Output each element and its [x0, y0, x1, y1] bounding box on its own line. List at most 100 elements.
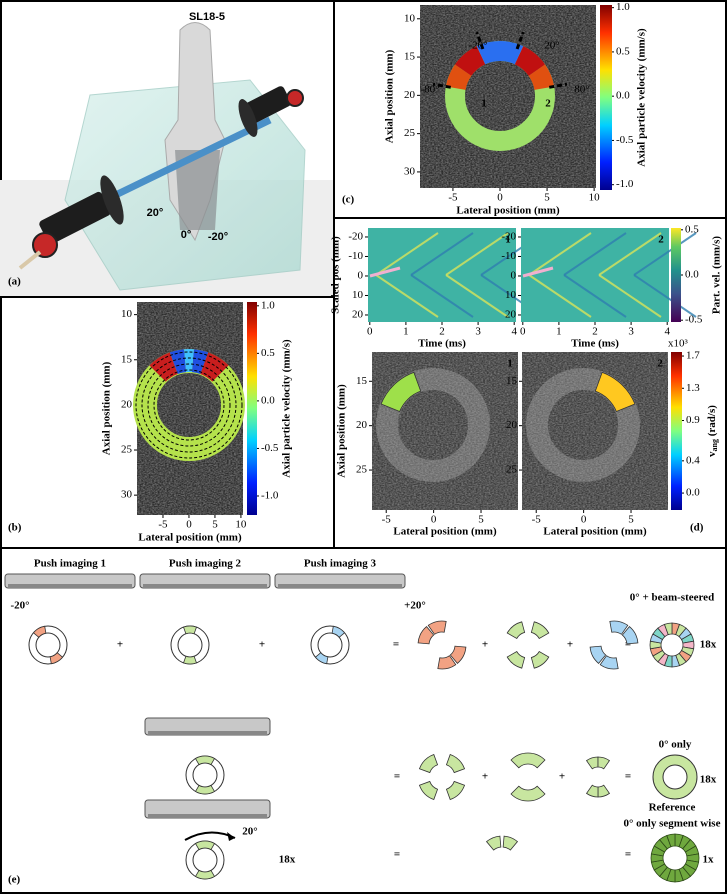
- ring-segment: [331, 625, 346, 638]
- segment-boundary: [515, 31, 525, 50]
- x-tick-label: -5: [382, 514, 392, 526]
- x-tick-label: 2: [439, 326, 445, 338]
- ring-segment: [621, 626, 639, 645]
- ring-segment: [609, 620, 629, 635]
- operator: =: [394, 849, 400, 861]
- wave-trace: [563, 274, 627, 318]
- wave-trace: [410, 232, 474, 276]
- dashed-contour: [141, 357, 237, 453]
- ring-segment: [32, 625, 47, 638]
- operator: =: [625, 849, 631, 861]
- y-tick-label: 25: [121, 444, 133, 456]
- dashed-contour: [147, 363, 231, 447]
- wave-trace: [445, 274, 509, 318]
- ring-segment: [454, 46, 486, 76]
- colorbar-tick-label: 0.0: [616, 90, 630, 102]
- x-tick-label: 5: [544, 192, 550, 204]
- plot-tag: 2: [657, 358, 663, 370]
- y-axis-label: Axial position (mm): [101, 361, 113, 455]
- x-tick-label: 2: [592, 326, 598, 338]
- ring-segment: [445, 64, 472, 90]
- y-tick-label: 10: [505, 289, 517, 301]
- label-symbol: v: [706, 451, 718, 457]
- x-axis-label: Lateral position (mm): [138, 532, 242, 544]
- y-tick-label: 20: [352, 309, 364, 321]
- operator: =: [625, 771, 631, 783]
- x-axis-label: Time (ms): [418, 338, 466, 350]
- ring-segment: [476, 41, 524, 65]
- y-tick-label: 15: [121, 353, 133, 365]
- wave-trace: [445, 232, 509, 276]
- colorbar-tick-label: 1.0: [616, 1, 630, 13]
- ring-segment: [182, 655, 198, 665]
- segment-boundary: [475, 31, 485, 50]
- colorbar: [247, 302, 257, 515]
- annotation: 20°: [544, 40, 559, 52]
- colorbar-label: Part. vel. (mm/s): [711, 236, 723, 315]
- colorbar-label: vang (rad/s): [706, 405, 719, 457]
- y-tick-label: 15: [404, 51, 416, 63]
- y-tick-label: 20: [404, 89, 416, 101]
- ring-segment: [514, 46, 546, 76]
- ring-segment: [594, 371, 636, 413]
- phantom-ring: [526, 368, 640, 482]
- y-tick-label: 10: [352, 289, 364, 301]
- annotation: -20°: [468, 40, 487, 52]
- colorbar-tick-label: -0.5: [685, 314, 703, 326]
- x-tick-label: 10: [589, 192, 601, 204]
- colorbar: [600, 5, 612, 190]
- x-tick-label: 4: [511, 326, 517, 338]
- y-tick-label: 20: [506, 419, 518, 431]
- y-tick-label: -10: [348, 250, 363, 262]
- panel-label: (b): [8, 522, 22, 534]
- ring-segment: [437, 655, 457, 670]
- label-subscript: ang: [710, 439, 719, 451]
- ring-segment: [666, 833, 676, 848]
- y-tick-label: 20: [121, 398, 133, 410]
- y-tick-label: 0: [511, 270, 517, 282]
- x-tick-label: -5: [158, 519, 168, 531]
- plot-tag: 1: [505, 234, 511, 246]
- wave-trace: [563, 232, 627, 276]
- ring-segment: [506, 621, 526, 640]
- wave-trace: [598, 232, 662, 276]
- colorbar-tick-label: -1.0: [261, 490, 279, 502]
- ring-segment: [418, 780, 439, 801]
- ring-segment: [182, 625, 198, 635]
- dashed-contour: [135, 351, 243, 459]
- panel-label: (a): [8, 276, 21, 288]
- colorbar-tick-label: 1.0: [261, 299, 275, 311]
- colorbar-tick-label: 0.0: [685, 269, 699, 281]
- operator: +: [567, 639, 573, 651]
- ring-segment: [191, 349, 209, 374]
- ring-segment: [589, 645, 607, 664]
- colorbar-label: Axial particle velocity (mm/s): [636, 28, 648, 167]
- push-trace: [522, 266, 554, 278]
- x-tick-label: 5: [212, 519, 218, 531]
- ring-segment: [194, 755, 216, 766]
- x-axis-label: Lateral position (mm): [393, 526, 497, 538]
- ring-segment: [530, 650, 550, 669]
- x-tick-label: 0: [520, 326, 526, 338]
- count-label: 1x: [703, 854, 715, 866]
- ring-segment: [149, 352, 178, 382]
- rotation-label: 20°: [242, 826, 257, 838]
- ring-segment: [194, 784, 216, 795]
- x-tick-label: 1: [556, 326, 562, 338]
- ring-inner: [177, 632, 203, 658]
- ring-segment: [510, 785, 546, 802]
- colorbar: [671, 228, 681, 322]
- segment-boundary: [548, 82, 568, 89]
- speckle: [372, 352, 518, 510]
- operator: =: [625, 639, 631, 651]
- segment-boundary: [432, 82, 452, 89]
- transducer-face: [148, 814, 267, 818]
- x-tick-label: 4: [664, 326, 670, 338]
- y-tick-label: -10: [501, 250, 516, 262]
- ring-inner: [192, 847, 218, 873]
- colorbar-tick-label: 0.0: [686, 487, 700, 499]
- ring-segment: [597, 784, 611, 798]
- arrow-head: [227, 832, 235, 841]
- count-label: 18x: [279, 854, 296, 866]
- wave-trace: [633, 232, 697, 276]
